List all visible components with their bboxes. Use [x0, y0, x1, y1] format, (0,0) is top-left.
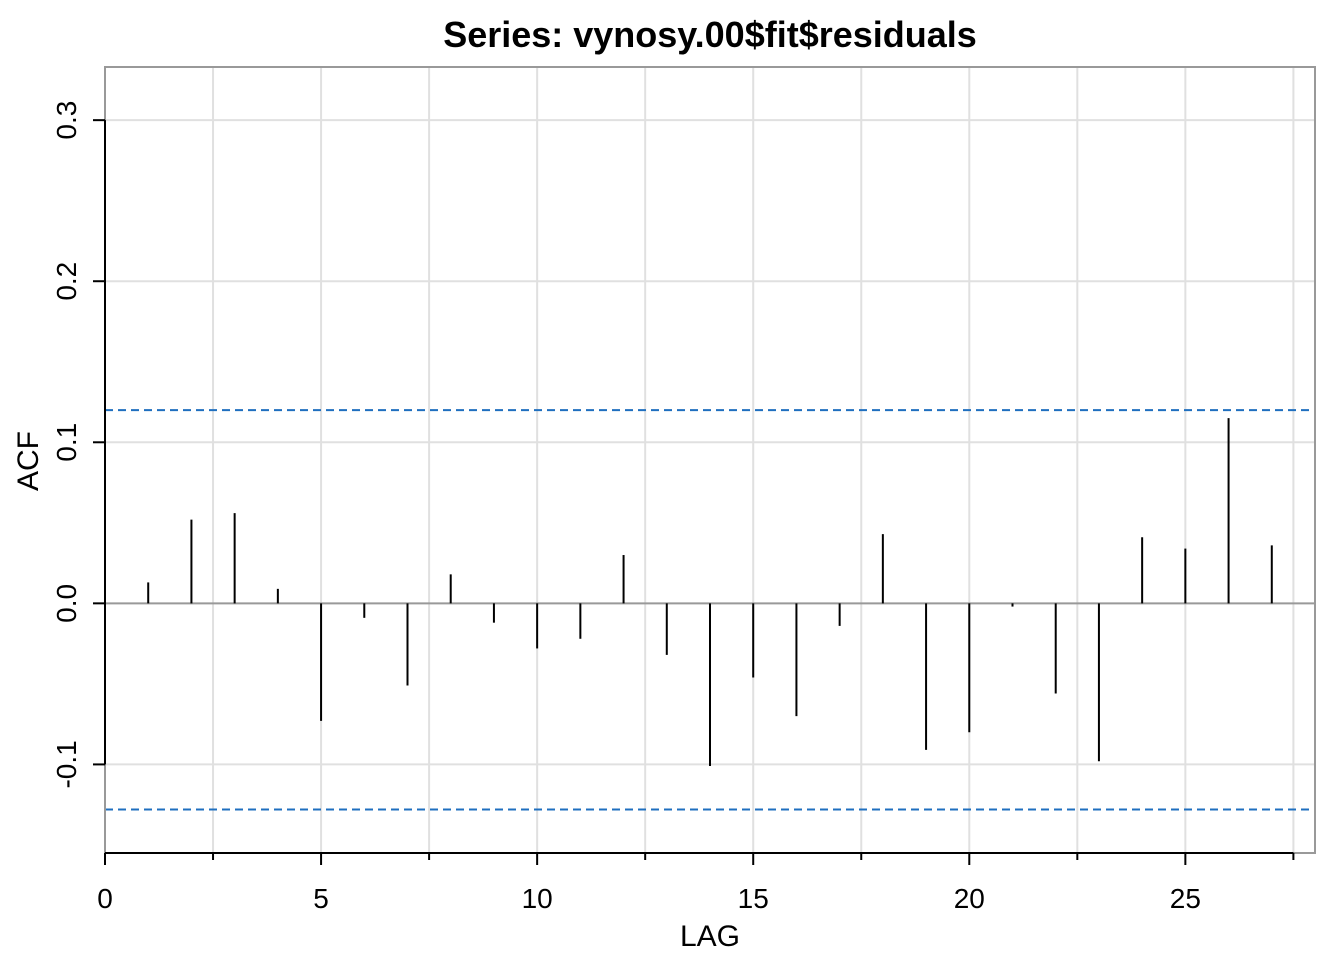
y-tick-label: 0.2 [51, 262, 82, 301]
y-axis-label: ACF [12, 431, 45, 491]
y-tick-label: 0.0 [51, 584, 82, 623]
x-axis-label: LAG [680, 920, 740, 953]
x-tick-label: 5 [313, 883, 329, 914]
x-tick-label: 15 [738, 883, 769, 914]
chart-title: Series: vynosy.00$fit$residuals [443, 14, 977, 55]
x-axis: 0 5 10 15 20 25 [97, 852, 1295, 914]
x-tick-label: 10 [522, 883, 553, 914]
y-axis: -0.1 0.0 0.1 0.2 0.3 [51, 101, 106, 789]
y-tick-label: 0.3 [51, 101, 82, 140]
x-tick-label: 25 [1170, 883, 1201, 914]
acf-bars [147, 418, 1273, 767]
y-tick-label: 0.1 [51, 423, 82, 462]
confidence-bounds [105, 409, 1315, 811]
y-tick-label: -0.1 [51, 740, 82, 788]
x-tick-label: 0 [97, 883, 113, 914]
x-tick-label: 20 [954, 883, 985, 914]
